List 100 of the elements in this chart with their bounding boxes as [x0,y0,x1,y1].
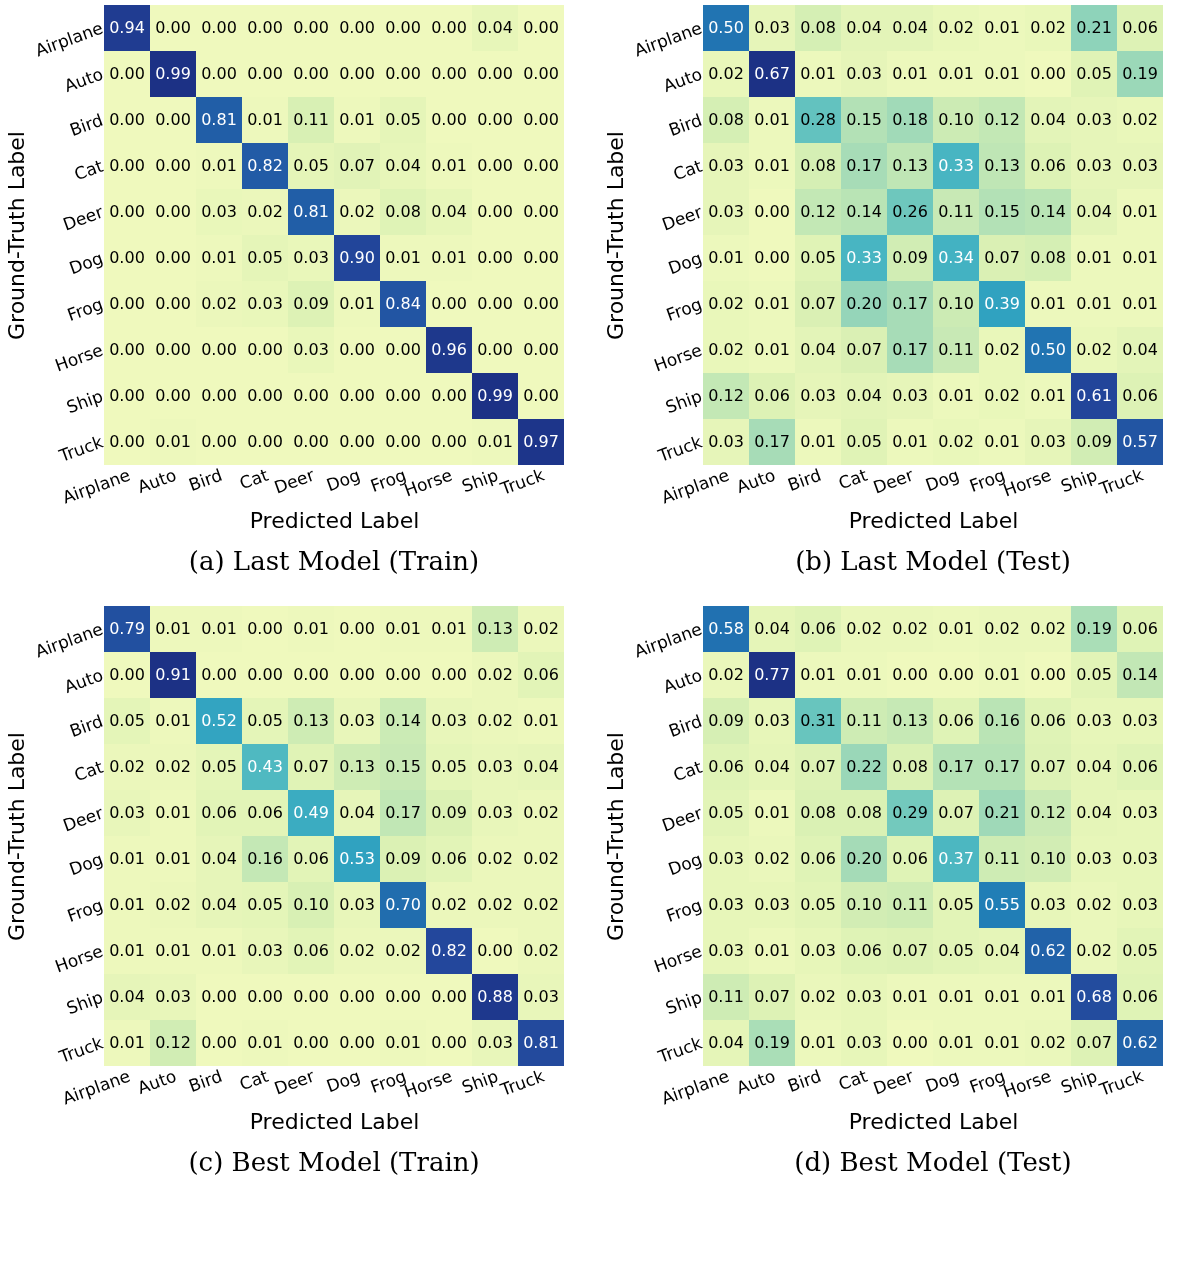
data-label: 0.03 [1122,849,1158,868]
x-tick-label: Dog [922,1065,962,1097]
data-label: 0.00 [201,987,237,1006]
data-label: 0.03 [846,987,882,1006]
data-label: 0.03 [339,895,375,914]
data-label: 0.21 [984,803,1020,822]
data-label: 0.00 [523,386,559,405]
data-label: 0.05 [1076,665,1112,684]
data-label: 0.00 [109,340,145,359]
data-label: 0.02 [708,340,744,359]
data-label: 0.00 [155,386,191,405]
data-label: 0.03 [247,941,283,960]
data-label: 0.00 [155,248,191,267]
data-label: 0.02 [523,803,559,822]
data-label: 0.04 [892,18,928,37]
data-label: 0.06 [1030,156,1066,175]
data-label: 0.00 [247,18,283,37]
data-label: 0.01 [800,665,836,684]
data-label: 0.01 [984,432,1020,451]
data-label: 0.00 [477,110,513,129]
data-label: 0.01 [431,619,467,638]
y-tick-label: Bird [66,109,106,141]
data-label: 0.15 [846,110,882,129]
data-label: 0.00 [523,64,559,83]
data-label: 0.11 [846,711,882,730]
data-label: 0.14 [1122,665,1158,684]
data-label: 0.02 [385,941,421,960]
data-label: 0.03 [708,202,744,221]
data-label: 0.01 [201,156,237,175]
data-label: 0.52 [201,711,237,730]
data-label: 0.39 [984,294,1020,313]
y-tick-label: Cat [71,155,106,185]
data-label: 0.04 [1122,340,1158,359]
data-label: 0.01 [431,156,467,175]
data-label: 0.11 [938,340,974,359]
data-label: 0.00 [339,386,375,405]
y-tick-label: Dog [665,247,705,279]
x-tick-label: Cat [236,464,272,494]
data-label: 0.00 [477,941,513,960]
data-label: 0.03 [155,987,191,1006]
data-label: 0.01 [523,711,559,730]
data-label: 0.00 [431,110,467,129]
data-label: 0.00 [201,432,237,451]
data-label: 0.01 [109,849,145,868]
data-label: 0.02 [339,202,375,221]
data-label: 0.00 [431,64,467,83]
data-label: 0.01 [800,64,836,83]
data-label: 0.11 [938,202,974,221]
data-label: 0.99 [477,386,513,405]
x-tick-label: Bird [186,1065,225,1097]
y-tick-label: Auto [61,664,106,697]
data-label: 0.03 [431,711,467,730]
data-label: 0.00 [339,1033,375,1052]
x-tick-label: Bird [785,464,824,496]
data-label: 0.07 [339,156,375,175]
data-label: 0.00 [339,340,375,359]
data-label: 0.17 [984,757,1020,776]
data-label: 0.05 [938,895,974,914]
data-label: 0.09 [431,803,467,822]
y-tick-label: Cat [670,155,705,185]
data-label: 0.01 [247,110,283,129]
data-label: 0.00 [339,665,375,684]
data-label: 0.00 [431,386,467,405]
y-tick-label: Cat [71,756,106,786]
data-label: 0.50 [1030,340,1066,359]
data-label: 0.03 [477,803,513,822]
data-label: 0.17 [846,156,882,175]
data-label: 0.00 [385,18,421,37]
data-label: 0.02 [708,294,744,313]
data-label: 0.00 [109,64,145,83]
y-tick-label: Dog [665,848,705,880]
data-label: 0.29 [892,803,928,822]
data-label: 0.04 [1076,757,1112,776]
data-label: 0.58 [708,619,744,638]
data-label: 0.06 [708,757,744,776]
data-label: 0.03 [754,895,790,914]
data-label: 0.88 [477,987,513,1006]
data-label: 0.06 [938,711,974,730]
data-label: 0.06 [1122,386,1158,405]
data-label: 0.00 [385,987,421,1006]
y-tick-label: Deer [60,802,106,836]
data-label: 0.09 [892,248,928,267]
data-label: 0.00 [523,110,559,129]
data-label: 0.05 [247,895,283,914]
data-label: 0.03 [1122,711,1158,730]
data-label: 0.94 [109,18,145,37]
data-label: 0.02 [523,941,559,960]
data-label: 0.06 [754,386,790,405]
data-label: 0.16 [984,711,1020,730]
data-label: 0.01 [938,987,974,1006]
data-label: 0.02 [800,987,836,1006]
data-label: 0.07 [1076,1033,1112,1052]
data-label: 0.01 [938,1033,974,1052]
data-label: 0.31 [800,711,836,730]
data-label: 0.06 [892,849,928,868]
data-label: 0.05 [431,757,467,776]
data-label: 0.06 [247,803,283,822]
data-label: 0.17 [938,757,974,776]
data-label: 0.00 [201,18,237,37]
data-label: 0.00 [523,340,559,359]
